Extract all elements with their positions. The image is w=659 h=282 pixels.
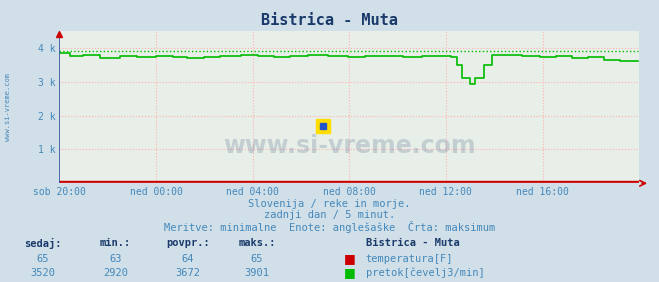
Text: pretok[čevelj3/min]: pretok[čevelj3/min] — [366, 268, 484, 278]
Text: min.:: min.: — [100, 238, 131, 248]
Text: Slovenija / reke in morje.: Slovenija / reke in morje. — [248, 199, 411, 209]
Text: 64: 64 — [182, 254, 194, 264]
Text: Bistrica - Muta: Bistrica - Muta — [366, 238, 459, 248]
Text: 3901: 3901 — [244, 268, 270, 278]
Text: zadnji dan / 5 minut.: zadnji dan / 5 minut. — [264, 210, 395, 220]
Text: ■: ■ — [343, 266, 355, 279]
Text: 65: 65 — [251, 254, 263, 264]
Text: 65: 65 — [37, 254, 49, 264]
Text: ■: ■ — [343, 252, 355, 265]
Text: 3672: 3672 — [175, 268, 200, 278]
Text: temperatura[F]: temperatura[F] — [366, 254, 453, 264]
Text: www.si-vreme.com: www.si-vreme.com — [5, 73, 11, 141]
Text: maks.:: maks.: — [239, 238, 275, 248]
Text: 2920: 2920 — [103, 268, 128, 278]
Text: povpr.:: povpr.: — [166, 238, 210, 248]
Text: 63: 63 — [109, 254, 121, 264]
Text: Meritve: minimalne  Enote: anglešaške  Črta: maksimum: Meritve: minimalne Enote: anglešaške Črt… — [164, 221, 495, 233]
Text: www.si-vreme.com: www.si-vreme.com — [223, 134, 476, 158]
Text: Bistrica - Muta: Bistrica - Muta — [261, 13, 398, 28]
Text: 3520: 3520 — [30, 268, 55, 278]
Text: sedaj:: sedaj: — [24, 238, 61, 249]
